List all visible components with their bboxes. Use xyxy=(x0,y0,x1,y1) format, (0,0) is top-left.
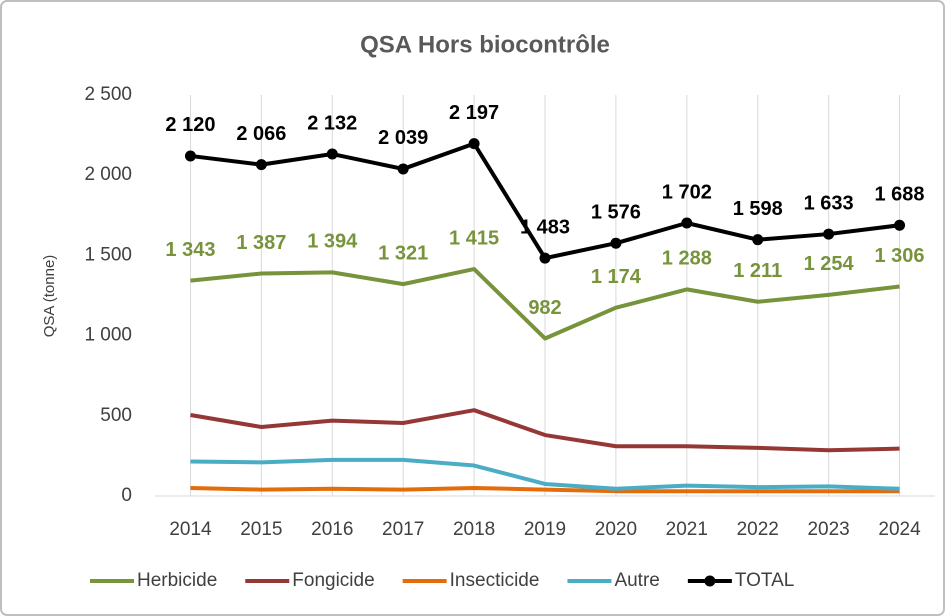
series-line xyxy=(190,485,900,494)
data-label: 1 288 xyxy=(662,248,712,270)
data-label: 1 321 xyxy=(378,242,428,264)
data-label: 982 xyxy=(528,297,561,319)
point xyxy=(681,217,693,229)
x-tick-label: 2014 xyxy=(169,519,212,540)
y-tick-label: 0 xyxy=(121,485,132,506)
point xyxy=(468,138,480,150)
data-label: 1 598 xyxy=(733,198,783,220)
y-tick-label: 2 500 xyxy=(84,84,132,105)
series-line xyxy=(190,267,900,341)
data-label: 1 633 xyxy=(804,192,854,214)
x-tick-label: 2016 xyxy=(311,519,353,540)
point xyxy=(397,163,409,175)
x-tick-label: 2021 xyxy=(666,519,708,540)
chart-title: QSA Hors biocontrôle xyxy=(360,31,610,58)
data-label: 1 415 xyxy=(449,227,499,249)
data-label: 2 132 xyxy=(307,112,357,134)
data-label: 1 211 xyxy=(733,260,782,282)
y-tick-label: 1 500 xyxy=(84,244,132,265)
data-label: 2 197 xyxy=(449,102,499,124)
x-tick-label: 2019 xyxy=(524,519,566,540)
legend-label: Insecticide xyxy=(450,570,540,591)
point xyxy=(326,148,338,160)
data-label: 1 174 xyxy=(591,266,642,288)
point xyxy=(610,237,622,249)
point xyxy=(184,150,196,162)
legend-label: TOTAL xyxy=(735,570,794,591)
data-label: 1 306 xyxy=(875,245,925,267)
series-line xyxy=(190,457,900,491)
data-label: 1 254 xyxy=(804,253,855,275)
data-label: 1 387 xyxy=(236,232,286,254)
legend-marker xyxy=(704,575,716,587)
data-label: 1 483 xyxy=(520,216,570,238)
x-tick-label: 2023 xyxy=(807,519,849,540)
x-tick-label: 2017 xyxy=(382,519,424,540)
point xyxy=(255,159,267,171)
point xyxy=(539,252,551,264)
legend-label: Herbicide xyxy=(137,570,217,591)
legend-label: Autre xyxy=(614,570,659,591)
point xyxy=(752,234,764,246)
y-tick-label: 1 000 xyxy=(84,325,132,346)
data-label: 2 066 xyxy=(236,123,286,145)
point xyxy=(894,219,906,231)
data-label: 2 120 xyxy=(165,114,215,136)
y-axis-label: QSA (tonne) xyxy=(41,255,58,338)
data-label: 1 576 xyxy=(591,201,641,223)
y-tick-label: 2 000 xyxy=(84,164,132,185)
x-tick-label: 2018 xyxy=(453,519,495,540)
series-line xyxy=(190,408,900,453)
x-tick-label: 2015 xyxy=(240,519,282,540)
data-label: 1 394 xyxy=(307,231,358,253)
x-tick-label: 2022 xyxy=(737,519,779,540)
x-tick-label: 2024 xyxy=(878,519,921,540)
data-label: 1 688 xyxy=(875,184,925,206)
legend-label: Fongicide xyxy=(292,570,374,591)
point xyxy=(823,228,835,240)
data-label: 2 039 xyxy=(378,127,428,149)
data-label: 1 343 xyxy=(165,239,215,261)
data-label: 1 702 xyxy=(662,181,712,203)
x-tick-label: 2020 xyxy=(595,519,637,540)
y-tick-label: 500 xyxy=(100,405,132,426)
